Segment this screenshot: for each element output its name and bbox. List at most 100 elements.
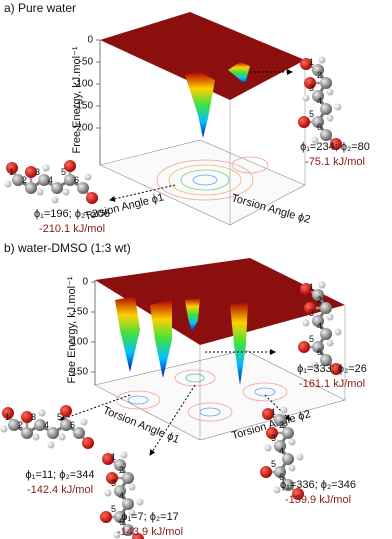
atom-number: 2 <box>317 295 322 305</box>
carbon <box>73 427 85 439</box>
oxygen <box>21 411 33 423</box>
atom-number: 5 <box>309 109 314 119</box>
atom-number: 2 <box>317 70 322 80</box>
plot-a: Free Energy, kJ.mol⁻¹ Torsion Angle ϕ1 T… <box>71 12 312 226</box>
torsion-angles: ϕ₁=7; ϕ₂=17 <box>121 511 179 523</box>
oxygen <box>86 192 98 204</box>
carbon <box>320 302 332 314</box>
hydrogen <box>273 486 281 494</box>
hydrogen <box>58 433 66 441</box>
oxygen <box>64 160 76 172</box>
hydrogen <box>288 438 296 446</box>
torsion-angles: ϕ₁=333; ϕ₂=26 <box>297 363 367 375</box>
hydrogen <box>36 188 44 196</box>
arrow <box>264 394 291 421</box>
carbon <box>274 440 286 452</box>
hydrogen <box>104 489 112 497</box>
hydrogen <box>326 88 334 96</box>
carbon <box>320 77 332 89</box>
oxygen <box>82 437 94 449</box>
atom-number: 6 <box>119 517 124 527</box>
oxygen <box>2 407 14 419</box>
atom-number: 1 <box>9 167 14 177</box>
torsion-angles: ϕ₁=11; ϕ₂=344 <box>25 469 94 481</box>
oxygen <box>300 58 312 70</box>
panel-title: b) water-DMSO (1:3 wt) <box>4 241 131 255</box>
oxygen <box>60 405 72 417</box>
carbon <box>21 427 33 439</box>
atom-number: 5 <box>271 459 276 469</box>
torsion-angles: ϕ₁=196; ϕ₂=206 <box>34 208 110 220</box>
atom-number: 2 <box>279 420 284 430</box>
carbon <box>8 419 20 431</box>
free-energy: -159.9 kJ/mol <box>285 494 351 506</box>
atom-number: 3 <box>35 167 40 177</box>
atom-number: 6 <box>317 347 322 357</box>
hydrogen <box>302 94 310 102</box>
hydrogen <box>136 498 144 506</box>
hydrogen <box>311 136 319 144</box>
atom-number: 5 <box>309 334 314 344</box>
atom-number: 6 <box>317 122 322 132</box>
atom-number: 6 <box>70 420 75 430</box>
hydrogen <box>296 453 304 461</box>
carbon <box>282 479 294 491</box>
carbon <box>122 524 134 536</box>
carbon <box>60 419 72 431</box>
oxygen <box>300 283 312 295</box>
hydrogen <box>42 164 50 172</box>
arrow <box>149 384 196 456</box>
z-tick-label: 0 <box>82 277 88 288</box>
hydrogen <box>38 409 46 417</box>
oxygen <box>330 363 342 375</box>
contours <box>156 156 269 201</box>
atom-number: 4 <box>48 175 53 185</box>
free-energy: -75.1 kJ/mol <box>305 156 365 168</box>
atom-number: 3 <box>309 83 314 93</box>
oxygen <box>298 116 310 128</box>
oxygen <box>330 138 342 150</box>
torsion-angles: ϕ₁=234; ϕ₂=80 <box>300 141 370 153</box>
carbon <box>312 341 324 353</box>
oxygen <box>102 453 114 465</box>
free-energy: -161.1 kJ/mol <box>299 378 365 390</box>
surface <box>100 12 305 100</box>
atom-number: 3 <box>31 412 36 422</box>
oxygen <box>292 488 304 500</box>
carbon <box>312 116 324 128</box>
atom-number: 1 <box>309 282 314 292</box>
atom-number: 4 <box>317 321 322 331</box>
atom-number: 4 <box>317 96 322 106</box>
atom-number: 1 <box>5 412 10 422</box>
hydrogen <box>0 425 8 433</box>
atom-number: 4 <box>279 446 284 456</box>
hydrogen <box>62 188 70 196</box>
carbon <box>51 182 63 194</box>
atom-number: 5 <box>61 167 66 177</box>
z-tick-label: -100 <box>68 337 88 348</box>
free-energy: -143.9 kJ/mol <box>117 526 183 538</box>
atom-number: 6 <box>279 472 284 482</box>
hydrogen <box>288 464 296 472</box>
hydrogen <box>128 483 136 491</box>
hydrogen <box>128 509 136 517</box>
z-label: Free Energy, kJ.mol⁻¹ <box>71 46 83 153</box>
surface-well <box>228 62 250 84</box>
hydrogen <box>120 451 128 459</box>
torsion-angles: ϕ₁=336; ϕ₂=346 <box>280 479 356 491</box>
hydrogen <box>302 319 310 327</box>
atom-number: 2 <box>119 465 124 475</box>
hydrogen <box>84 173 92 181</box>
carbon <box>34 419 46 431</box>
surface-well <box>115 296 140 372</box>
oxygen <box>304 77 316 89</box>
hydrogen <box>318 281 326 289</box>
free-energy: -210.1 kJ/mol <box>39 223 105 235</box>
z-tick-label: -50 <box>74 307 89 318</box>
surface-well <box>150 300 172 378</box>
hydrogen <box>334 328 342 336</box>
hydrogen <box>80 418 88 426</box>
oxygen <box>266 427 278 439</box>
carbon <box>47 427 59 439</box>
